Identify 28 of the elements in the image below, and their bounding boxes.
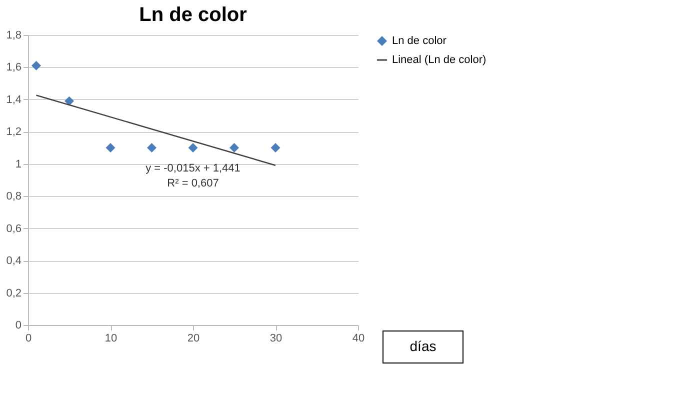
legend-label: Ln de color [392, 35, 447, 47]
y-tick-label: 1 [15, 158, 22, 170]
chart-title: Ln de color [139, 4, 248, 26]
y-tick-label: 1,6 [6, 62, 22, 74]
point [230, 143, 239, 153]
x-tick-label: 40 [352, 332, 365, 344]
y-tick-label: 0,8 [6, 190, 22, 203]
y-tick-label: 1,8 [6, 30, 22, 42]
x-tick-label: 0 [25, 332, 32, 344]
legend-label: Lineal (Ln de color) [392, 54, 486, 66]
y-tick-label: 0,2 [6, 287, 22, 300]
y-tick-label: 0 [15, 320, 22, 332]
point [32, 60, 41, 70]
point [147, 143, 156, 153]
x-tick-label: 10 [104, 332, 118, 344]
y-tick-label: 0,4 [6, 255, 22, 268]
y-tick-label: 1,4 [6, 94, 22, 106]
annotation: R² = 0,607 [167, 177, 219, 190]
point [64, 96, 74, 106]
point [270, 143, 280, 153]
x-tick-label: 20 [187, 332, 200, 344]
annotation: y = -0,015x + 1,441 [146, 162, 240, 174]
y-tick-label: 1,2 [6, 126, 22, 138]
y-tick-label: 0,6 [6, 222, 22, 235]
x-tick-label: 30 [270, 332, 282, 344]
x-axis-title: días [410, 338, 436, 354]
point [106, 143, 116, 153]
point [188, 143, 198, 153]
